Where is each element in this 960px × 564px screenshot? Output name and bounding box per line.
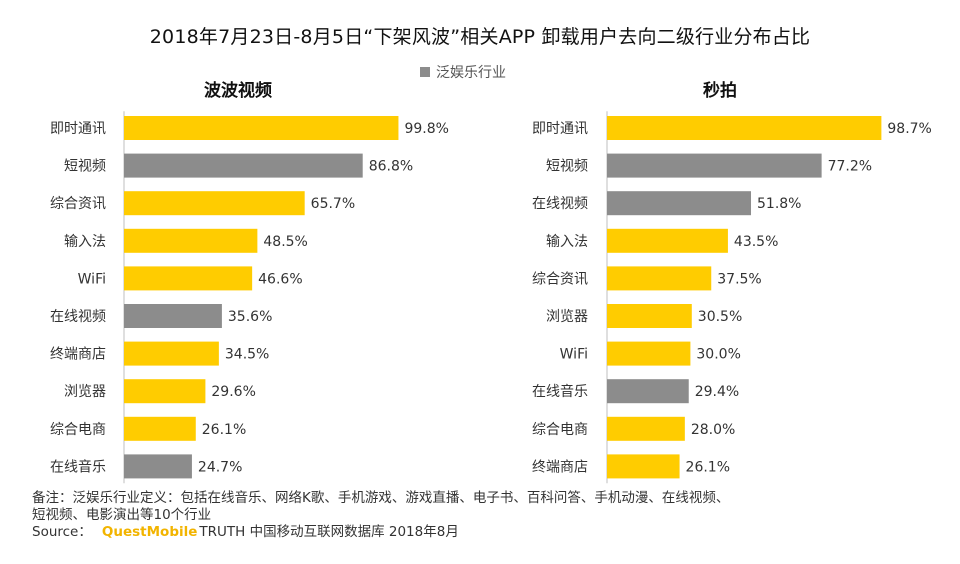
category-label: 终端商店 <box>50 347 106 363</box>
category-label: 即时通讯 <box>50 121 106 137</box>
data-label: 30.0% <box>696 347 740 363</box>
bar <box>607 454 680 479</box>
bar <box>607 266 712 291</box>
data-label: 34.5% <box>225 347 269 363</box>
legend: 泛娱乐行业 <box>420 62 506 82</box>
source-text: TRUTH 中国移动互联网数据库 2018年8月 <box>199 524 459 540</box>
data-label: 29.6% <box>211 384 255 400</box>
category-label: 在线音乐 <box>532 383 588 400</box>
bar <box>607 379 689 404</box>
data-label: 98.7% <box>887 121 931 137</box>
category-label: WiFi <box>560 347 588 363</box>
category-label: 综合电商 <box>50 422 106 438</box>
panel-title: 波波视频 <box>204 80 272 101</box>
category-label: 输入法 <box>546 234 588 250</box>
data-label: 26.1% <box>686 459 730 475</box>
data-label: 29.4% <box>695 384 739 400</box>
category-label: 短视频 <box>546 159 588 175</box>
category-label: 综合资讯 <box>532 271 588 287</box>
category-label: 在线音乐 <box>50 458 106 475</box>
category-label: 综合资讯 <box>50 196 106 212</box>
bar <box>607 341 691 366</box>
bar <box>124 191 305 216</box>
bar <box>124 153 363 178</box>
bar <box>124 379 206 404</box>
note-line-2: 短视频、电影演出等10个行业 <box>32 507 212 523</box>
bar <box>124 266 253 291</box>
bar <box>124 116 399 140</box>
bar <box>607 228 728 253</box>
bar <box>607 116 882 140</box>
data-label: 24.7% <box>198 459 242 475</box>
chart-title: 2018年7月23日-8月5日“下架风波”相关APP 卸载用户去向二级行业分布占… <box>149 26 811 48</box>
category-label: 浏览器 <box>546 309 588 325</box>
panel-title: 秒拍 <box>703 80 737 101</box>
legend-swatch <box>420 67 430 77</box>
data-label: 43.5% <box>734 234 778 250</box>
category-label: 短视频 <box>64 159 106 175</box>
bar <box>124 341 219 366</box>
bar <box>124 228 258 253</box>
data-label: 26.1% <box>202 422 246 438</box>
bar <box>607 304 692 328</box>
data-label: 28.0% <box>691 422 735 438</box>
bar <box>607 191 752 216</box>
source-label: Source： <box>32 524 92 540</box>
data-label: 86.8% <box>369 159 413 175</box>
note-line-1: 备注：泛娱乐行业定义：包括在线音乐、网络K歌、手机游戏、游戏直播、电子书、百科问… <box>32 490 730 506</box>
bar <box>607 153 822 178</box>
bar <box>124 416 196 441</box>
data-label: 65.7% <box>311 196 355 212</box>
category-label: 终端商店 <box>532 459 588 475</box>
category-label: 综合电商 <box>532 422 588 438</box>
data-label: 99.8% <box>404 121 448 137</box>
data-label: 37.5% <box>717 271 761 287</box>
data-label: 35.6% <box>228 309 272 325</box>
data-label: 30.5% <box>698 309 742 325</box>
category-label: 即时通讯 <box>532 121 588 137</box>
category-label: 在线视频 <box>50 309 106 325</box>
category-label: 浏览器 <box>64 384 106 400</box>
data-label: 48.5% <box>263 234 307 250</box>
data-label: 51.8% <box>757 196 801 212</box>
data-label: 77.2% <box>828 159 872 175</box>
category-label: 在线视频 <box>532 196 588 212</box>
bar <box>607 416 685 441</box>
legend-label: 泛娱乐行业 <box>436 65 506 81</box>
source-line: Source： QuestMobile TRUTH 中国移动互联网数据库 2018年… <box>32 524 729 541</box>
bar <box>124 454 192 479</box>
footnotes: 备注：泛娱乐行业定义：包括在线音乐、网络K歌、手机游戏、游戏直播、电子书、百科问… <box>32 490 729 541</box>
data-label: 46.6% <box>258 271 302 287</box>
category-label: WiFi <box>78 271 106 287</box>
bar <box>124 304 222 328</box>
source-brand: QuestMobile <box>101 524 198 540</box>
category-label: 输入法 <box>64 234 106 250</box>
